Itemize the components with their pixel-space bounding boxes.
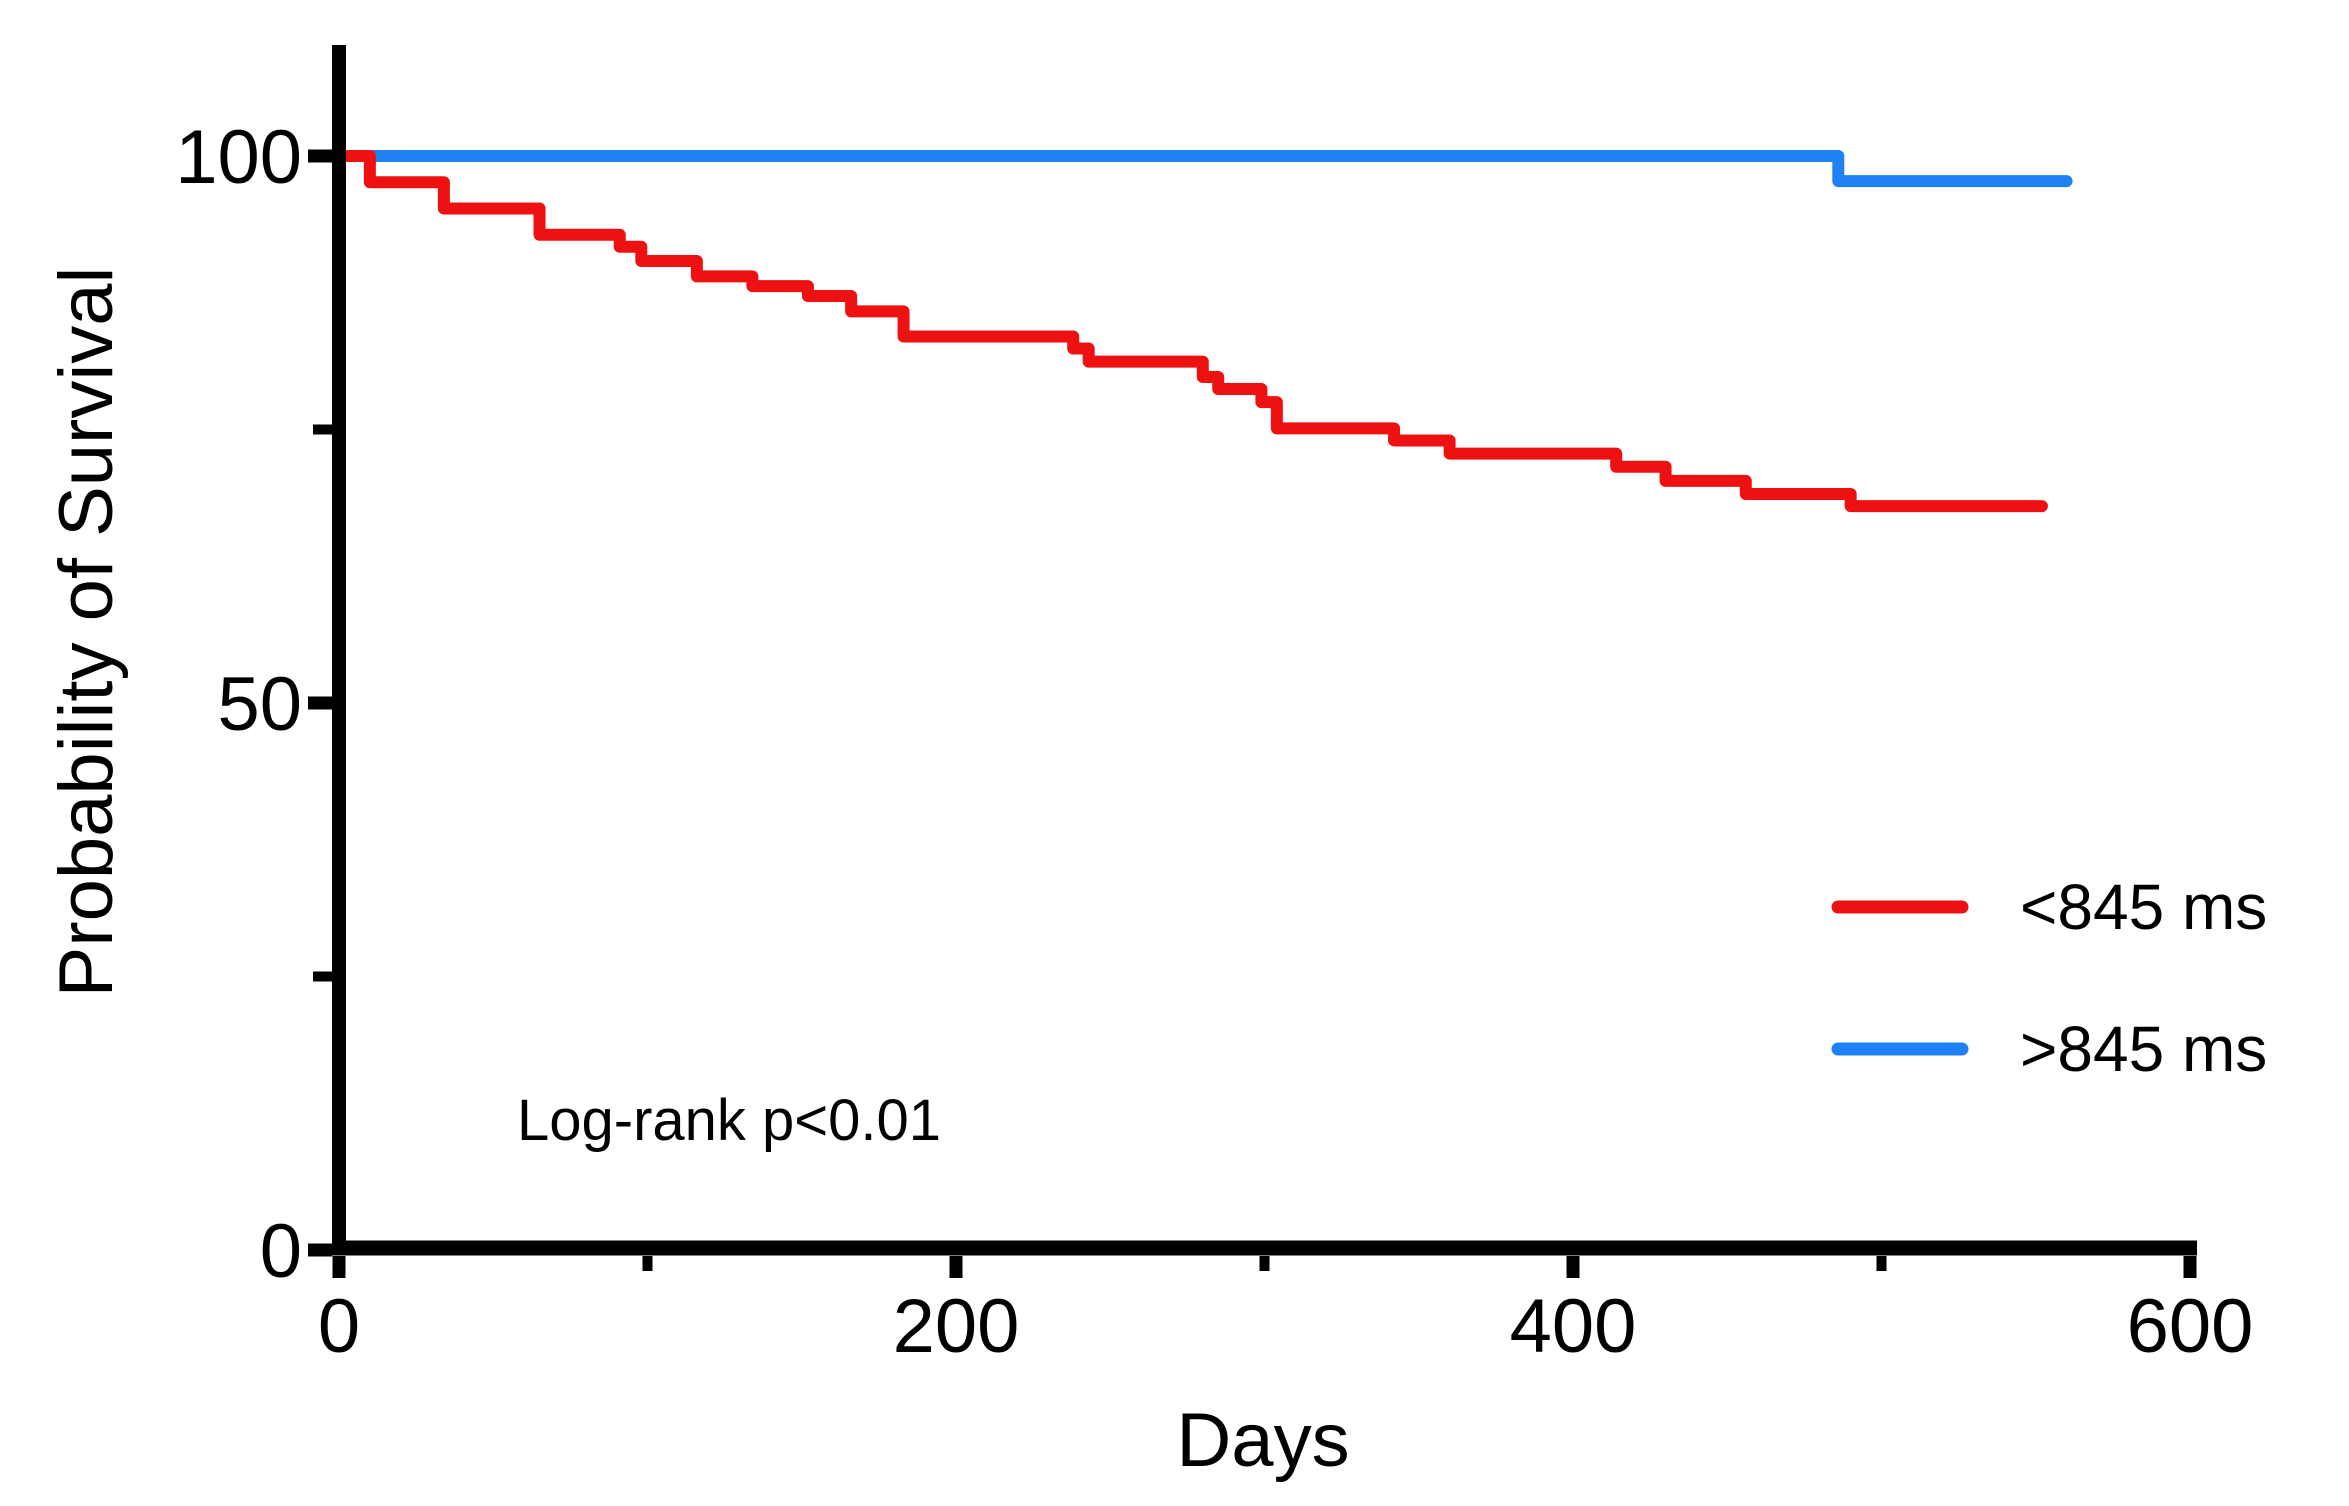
x-tick-label: 400 — [1510, 1284, 1637, 1369]
x-tick-label: 0 — [318, 1284, 360, 1369]
x-tick-label: 600 — [2127, 1284, 2254, 1369]
x-axis-title: Days — [1176, 1398, 1349, 1483]
y-tick-label: 50 — [217, 662, 302, 747]
tick-marks — [308, 149, 2197, 1278]
tick-labels: 0 50 100 0 200 400 600 — [175, 115, 2253, 1369]
axes — [332, 45, 2197, 1256]
annotation-logrank: Log-rank p<0.01 — [517, 1088, 941, 1153]
curves — [333, 150, 2073, 513]
series-curve — [333, 150, 2073, 188]
y-axis-title: Probability of Survival — [44, 267, 129, 998]
legend-label-gt845ms: >845 ms — [2020, 1013, 2267, 1085]
series-curve — [333, 150, 2048, 513]
y-tick-label: 0 — [260, 1209, 302, 1294]
y-tick-label: 100 — [175, 115, 302, 200]
legend-label-lt845ms: <845 ms — [2020, 871, 2267, 943]
x-tick-label: 200 — [893, 1284, 1020, 1369]
legend: <845 ms >845 ms — [1831, 871, 2267, 1085]
